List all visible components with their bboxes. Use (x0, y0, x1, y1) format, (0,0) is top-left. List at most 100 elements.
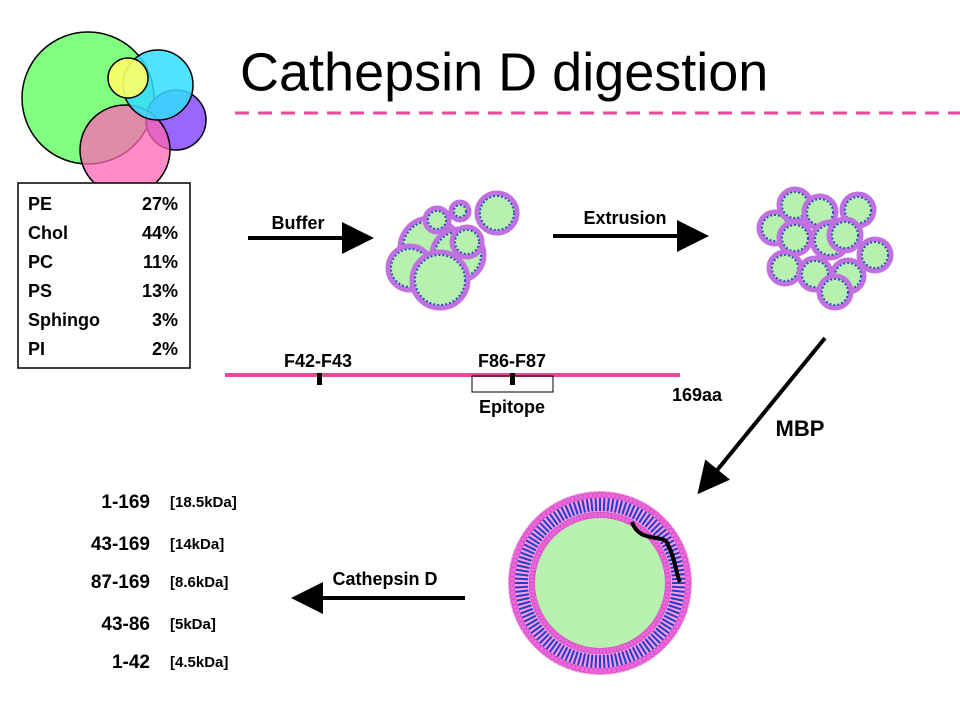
lipid-tail (514, 593, 530, 598)
liposome-ring (781, 224, 809, 252)
lipid-tail (613, 498, 619, 513)
site-label: F42-F43 (284, 351, 352, 371)
lipid-tail (514, 573, 529, 577)
lipid-percent: 44% (142, 223, 178, 243)
liposome-ring (801, 260, 829, 288)
lipid-tail (610, 653, 615, 669)
lipid-tail (576, 652, 583, 667)
lipid-tail (522, 614, 537, 623)
lipid-tail (652, 630, 665, 642)
lipid-tail (514, 585, 529, 589)
lipid-tail (669, 600, 684, 607)
lipid-tail (516, 600, 531, 607)
fragment-range: 1-169 (101, 492, 150, 513)
step-label: Extrusion (583, 208, 666, 228)
lipid-tail (624, 502, 632, 517)
lipid-tail (602, 654, 606, 669)
fragment-mass: [8.6kDa] (170, 574, 228, 591)
lipid-percent: 2% (152, 339, 178, 359)
lipid-tail (670, 596, 685, 602)
lipid-tail (644, 515, 655, 528)
lipid-tail (568, 502, 576, 517)
lipid-tail (590, 654, 594, 669)
lipid-tail (525, 618, 539, 627)
lipid-tail (514, 577, 529, 581)
lipid-percent: 27% (142, 194, 178, 214)
protein-strand (630, 521, 682, 583)
site-label: F86-F87 (478, 351, 546, 371)
lipid-tail (670, 593, 686, 598)
lipid-tail (541, 635, 553, 648)
cleavage-tick (510, 373, 515, 385)
lipid-tail (532, 528, 545, 539)
lipid-tail (545, 515, 556, 528)
lipid-tail (657, 624, 671, 635)
lipid-tail (568, 649, 576, 664)
lipid-name: PI (28, 339, 45, 359)
lipid-tail (529, 531, 543, 542)
lipid-tail (552, 510, 562, 524)
step-label: MBP (776, 416, 825, 441)
liposome-ring (831, 221, 859, 249)
liposome-ring (453, 204, 467, 218)
liposome (766, 249, 804, 287)
lipid-tail (514, 589, 529, 593)
lipid-tail (647, 635, 659, 648)
epitope-box (471, 375, 554, 393)
lipid-tail (517, 555, 532, 562)
lipid-tail (581, 653, 587, 668)
lipid-tail (585, 497, 590, 513)
fragment-range: 43-86 (101, 614, 150, 635)
liposome (409, 249, 471, 311)
lipid-name: PE (28, 194, 52, 214)
liposomes (385, 186, 894, 311)
lipid-tail (552, 642, 562, 656)
fragment-mass: [4.5kDa] (170, 654, 228, 671)
lipid-tail (635, 508, 644, 522)
lipid-name: PC (28, 252, 53, 272)
liposome-ring (861, 241, 889, 269)
lipid-tail (655, 627, 668, 638)
lipid-tail (560, 646, 569, 661)
composition-box (17, 182, 191, 369)
fragment-mass: [5kDa] (170, 616, 216, 633)
lipid-tail (521, 547, 535, 555)
fragment-mass: [14kDa] (170, 536, 224, 553)
lipid-tail (516, 559, 531, 566)
lipid-percent: 11% (143, 252, 178, 272)
lipid-tail (617, 652, 624, 667)
venn (21, 31, 207, 196)
liposome-ring (479, 195, 515, 231)
liposome (776, 219, 814, 257)
lipid-tail (519, 551, 534, 559)
lipid-tail (519, 607, 534, 615)
lipid-tail (581, 498, 587, 513)
liposome (474, 190, 520, 236)
lipid-tail (610, 497, 615, 513)
lipid-tail (631, 505, 640, 520)
lipid-name: Chol (28, 223, 68, 243)
lipid-name: PS (28, 281, 52, 301)
lipid-tail (545, 638, 556, 651)
lipid-tail (594, 654, 598, 669)
lipid-tail (556, 644, 565, 658)
epitope-label: Epitope (479, 397, 545, 417)
lipid-tail (617, 499, 624, 514)
lipid-tail (631, 646, 640, 661)
lipid-tail (644, 638, 655, 651)
lipid-tail (635, 644, 644, 658)
lipid-tail (650, 521, 662, 533)
lipid-tail (560, 505, 569, 520)
lipid-tail (671, 585, 686, 589)
lipid-tail (521, 611, 535, 619)
lipid-tail (665, 611, 679, 619)
lipid-tail (650, 633, 662, 645)
liposome (449, 224, 485, 260)
lipid-head (664, 576, 672, 583)
lipid-tail (522, 543, 537, 552)
lipid-percent: 3% (152, 310, 178, 330)
lipid-tail (548, 640, 559, 654)
liposome-ring (414, 254, 466, 306)
liposome (826, 216, 864, 254)
